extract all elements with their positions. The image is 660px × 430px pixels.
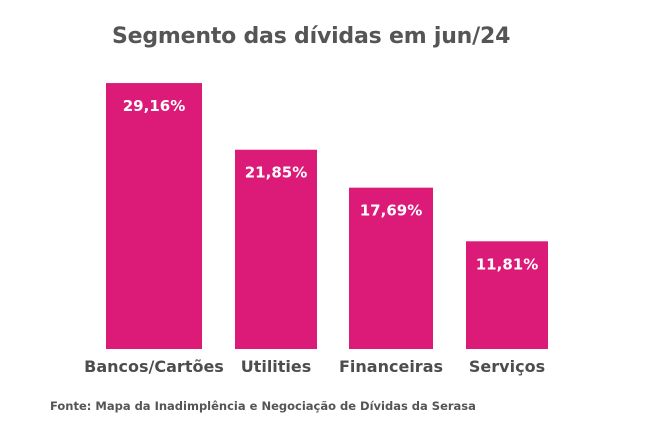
- bar-1: [106, 83, 202, 350]
- bar-2: [235, 149, 317, 349]
- category-label: Financeiras: [339, 357, 443, 376]
- bar-value-label: 29,16%: [123, 97, 185, 115]
- bar-value-label: 21,85%: [245, 164, 307, 182]
- bar-3: [349, 187, 433, 349]
- chart-title: Segmento das dívidas em jun/24: [112, 24, 511, 49]
- bar-4: [466, 241, 548, 349]
- category-label: Utilities: [241, 357, 312, 376]
- category-label: Bancos/Cartões: [84, 357, 224, 376]
- bar-value-label: 11,81%: [476, 255, 538, 273]
- bar-value-label: 17,69%: [360, 202, 422, 220]
- source-note: Fonte: Mapa da Inadimplência e Negociaçã…: [50, 399, 476, 413]
- category-label: Serviços: [469, 357, 545, 376]
